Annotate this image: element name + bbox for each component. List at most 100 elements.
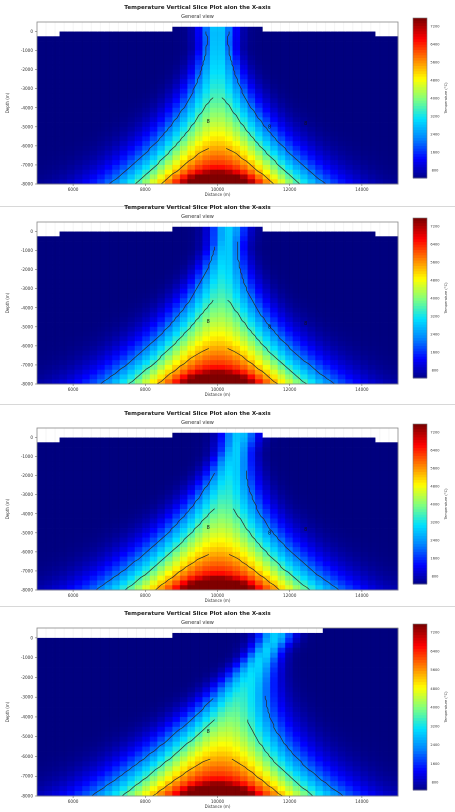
heatmap-cell xyxy=(157,93,166,99)
heatmap-cell xyxy=(240,293,248,299)
heatmap-cell xyxy=(142,466,151,472)
heatmap-cell xyxy=(172,31,181,37)
heatmap-cell xyxy=(225,355,233,361)
heatmap-cell xyxy=(375,64,384,71)
heatmap-cell xyxy=(67,274,75,280)
contour-line xyxy=(108,31,208,185)
heatmap-cell xyxy=(164,250,173,256)
heatmap-cell xyxy=(292,523,301,529)
heatmap-cell xyxy=(187,250,196,256)
heatmap-cell xyxy=(164,566,173,572)
heatmap-cell xyxy=(104,274,113,280)
heatmap-cell xyxy=(74,447,83,453)
heatmap-cell xyxy=(255,575,264,581)
heatmap-cell xyxy=(194,260,203,266)
heatmap-cell xyxy=(82,107,91,113)
chart-title: Temperature Vertical Slice Plot alon the… xyxy=(124,5,271,11)
heatmap-cell xyxy=(104,250,113,256)
heatmap-cell xyxy=(345,131,354,137)
heatmap-cell xyxy=(240,326,248,332)
heatmap-cell xyxy=(164,83,173,90)
heatmap-cell xyxy=(179,269,188,275)
heatmap-cell xyxy=(307,437,316,443)
heatmap-cell xyxy=(330,575,339,581)
heatmap-cell xyxy=(59,547,68,553)
heatmap-cell xyxy=(134,179,143,185)
heatmap-cell xyxy=(202,155,211,161)
heatmap-cell xyxy=(179,274,188,280)
heatmap-cell xyxy=(255,585,264,591)
heatmap-cell xyxy=(67,26,75,32)
colorbar-segment xyxy=(413,234,427,238)
heatmap-cell xyxy=(209,336,218,342)
heatmap-cell xyxy=(292,264,301,271)
heatmap-cell xyxy=(232,551,241,558)
heatmap-cell xyxy=(134,131,143,137)
heatmap-cell xyxy=(262,364,271,371)
heatmap-cell xyxy=(74,164,83,171)
heatmap-cell xyxy=(82,303,91,309)
heatmap-cell xyxy=(67,312,75,318)
heatmap-cell xyxy=(104,312,113,318)
heatmap-cell xyxy=(352,250,361,256)
heatmap-cell xyxy=(127,428,136,434)
heatmap-cell xyxy=(127,475,136,481)
heatmap-cell xyxy=(345,74,354,80)
heatmap-cell xyxy=(179,98,188,104)
heatmap-cell xyxy=(157,312,166,318)
heatmap-cell xyxy=(217,117,226,123)
heatmap-cell xyxy=(390,103,399,109)
heatmap-cell xyxy=(127,117,136,123)
heatmap-cell xyxy=(202,112,211,118)
heatmap-cell xyxy=(104,298,113,304)
heatmap-cell xyxy=(112,504,121,510)
heatmap-cell xyxy=(157,566,166,572)
heatmap-cell xyxy=(345,322,354,328)
heatmap-cell xyxy=(270,575,279,581)
heatmap-cell xyxy=(232,288,241,294)
heatmap-cell xyxy=(37,494,45,500)
heatmap-cell xyxy=(217,264,226,271)
heatmap-cell xyxy=(240,88,248,94)
heatmap-cell xyxy=(97,551,106,558)
heatmap-cell xyxy=(112,489,121,496)
heatmap-cell xyxy=(352,260,361,266)
heatmap-cell xyxy=(322,475,331,481)
heatmap-cell xyxy=(217,231,226,237)
heatmap-cell xyxy=(247,547,256,553)
heatmap-cell xyxy=(82,150,91,156)
heatmap-cell xyxy=(104,456,113,462)
heatmap-cell xyxy=(345,41,354,47)
heatmap-cell xyxy=(255,174,264,180)
heatmap-cell xyxy=(262,279,271,285)
heatmap-cell xyxy=(134,226,143,232)
heatmap-cell xyxy=(337,179,346,185)
heatmap-cell xyxy=(74,566,83,572)
heatmap-cell xyxy=(307,556,316,562)
heatmap-cell xyxy=(149,141,158,147)
heatmap-cell xyxy=(82,326,91,332)
heatmap-cell xyxy=(345,174,354,180)
heatmap-cell xyxy=(187,456,196,462)
heatmap-cell xyxy=(59,103,68,109)
heatmap-cell xyxy=(104,461,113,467)
heatmap-cell xyxy=(337,41,346,47)
heatmap-cell xyxy=(74,298,83,304)
heatmap-cell xyxy=(209,499,218,505)
heatmap-cell xyxy=(375,79,384,85)
heatmap-cell xyxy=(375,264,384,271)
heatmap-cell xyxy=(89,379,98,385)
heatmap-cell xyxy=(292,451,301,457)
heatmap-cell xyxy=(232,585,241,591)
heatmap-cell xyxy=(134,485,143,491)
heatmap-cell xyxy=(112,88,121,94)
heatmap-cell xyxy=(44,122,53,128)
heatmap-cell xyxy=(74,288,83,294)
heatmap-cell xyxy=(127,374,136,380)
heatmap-cell xyxy=(352,160,361,166)
heatmap-cell xyxy=(104,480,113,486)
colorbar-segment xyxy=(413,282,427,286)
heatmap-cell xyxy=(232,509,241,515)
heatmap-cell xyxy=(247,374,256,380)
heatmap-cell xyxy=(127,532,136,538)
